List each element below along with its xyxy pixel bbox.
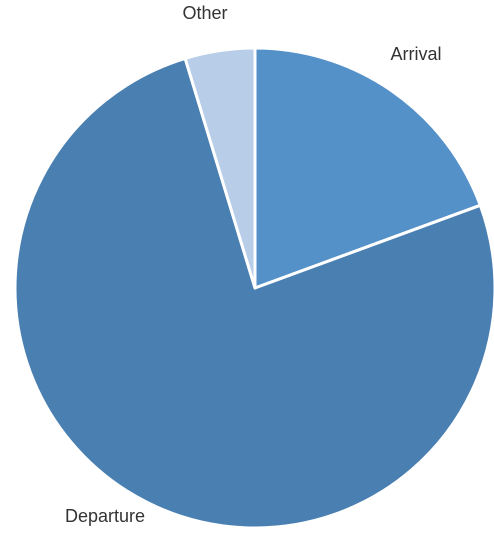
labels-layer: Arrival Departure Other [65, 3, 442, 526]
pie-slice-other [183, 46, 257, 290]
slice-label-departure: Departure [65, 506, 145, 526]
pie-slice-departure [13, 56, 494, 530]
slice-label-arrival: Arrival [390, 44, 441, 64]
slices-layer [13, 46, 494, 530]
pie-slice-arrival [253, 46, 482, 290]
slice-label-other: Other [182, 3, 227, 23]
